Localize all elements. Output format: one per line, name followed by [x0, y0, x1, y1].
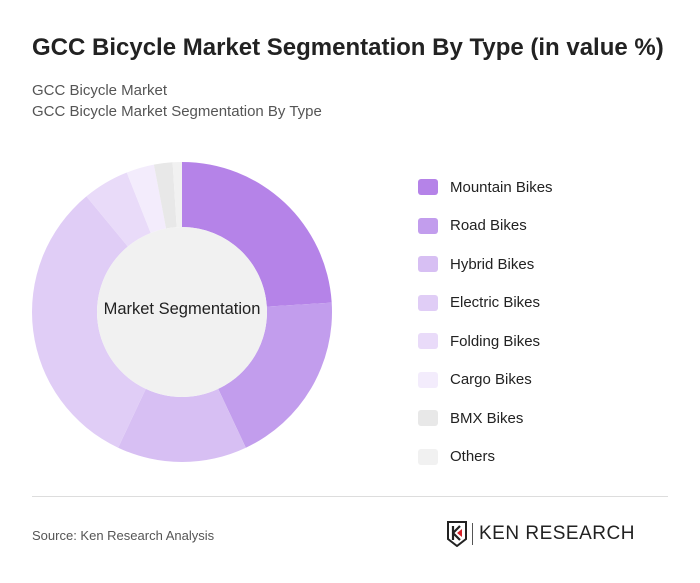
donut-hole	[97, 227, 267, 397]
legend-swatch	[418, 256, 438, 273]
legend-swatch	[418, 294, 438, 311]
legend-item: Folding Bikes	[418, 322, 553, 361]
legend-swatch	[418, 179, 438, 196]
subtitle-segmentation: GCC Bicycle Market Segmentation By Type	[32, 103, 322, 120]
legend-item: Cargo Bikes	[418, 361, 553, 400]
subtitle-market: GCC Bicycle Market	[32, 82, 168, 99]
legend-label: BMX Bikes	[450, 409, 524, 427]
slice-electric-bikes	[32, 196, 146, 448]
source-text: Source: Ken Research Analysis	[32, 528, 215, 543]
chart-title: GCC Bicycle Market Segmentation By Type …	[32, 34, 664, 61]
legend-label: Hybrid Bikes	[450, 255, 535, 273]
slice-folding-bikes	[86, 172, 151, 247]
legend-swatch	[418, 410, 438, 427]
legend-swatch	[418, 448, 438, 465]
slice-road-bikes	[218, 302, 332, 448]
ken-research-shield-icon	[447, 521, 467, 547]
slice-others	[172, 162, 182, 228]
legend-swatch	[418, 217, 438, 234]
footer-divider	[32, 496, 668, 497]
legend-item: Others	[418, 438, 553, 477]
legend-swatch	[418, 333, 438, 350]
legend-label: Others	[450, 448, 496, 466]
legend-swatch	[418, 371, 438, 388]
logo-separator	[472, 523, 473, 545]
legend-label: Electric Bikes	[450, 294, 541, 312]
legend-item: Road Bikes	[418, 207, 553, 246]
slice-mountain-bikes	[182, 162, 332, 307]
slice-bmx-bikes	[153, 162, 177, 229]
legend-label: Cargo Bikes	[450, 371, 532, 389]
logo-text: KEN RESEARCH	[479, 523, 635, 544]
legend-item: BMX Bikes	[418, 399, 553, 438]
slice-hybrid-bikes	[118, 388, 246, 462]
legend-item: Hybrid Bikes	[418, 245, 553, 284]
legend-item: Mountain Bikes	[418, 168, 553, 207]
legend-item: Electric Bikes	[418, 284, 553, 323]
slice-cargo-bikes	[126, 164, 167, 233]
legend: Mountain Bikes Road Bikes Hybrid Bikes Elec…	[418, 168, 553, 476]
legend-label: Mountain Bikes	[450, 178, 553, 196]
ken-research-logo: KEN RESEARCH	[447, 521, 635, 547]
legend-label: Road Bikes	[450, 217, 527, 235]
legend-label: Folding Bikes	[450, 332, 541, 350]
donut-center-label: Market Segmentation	[103, 300, 261, 318]
